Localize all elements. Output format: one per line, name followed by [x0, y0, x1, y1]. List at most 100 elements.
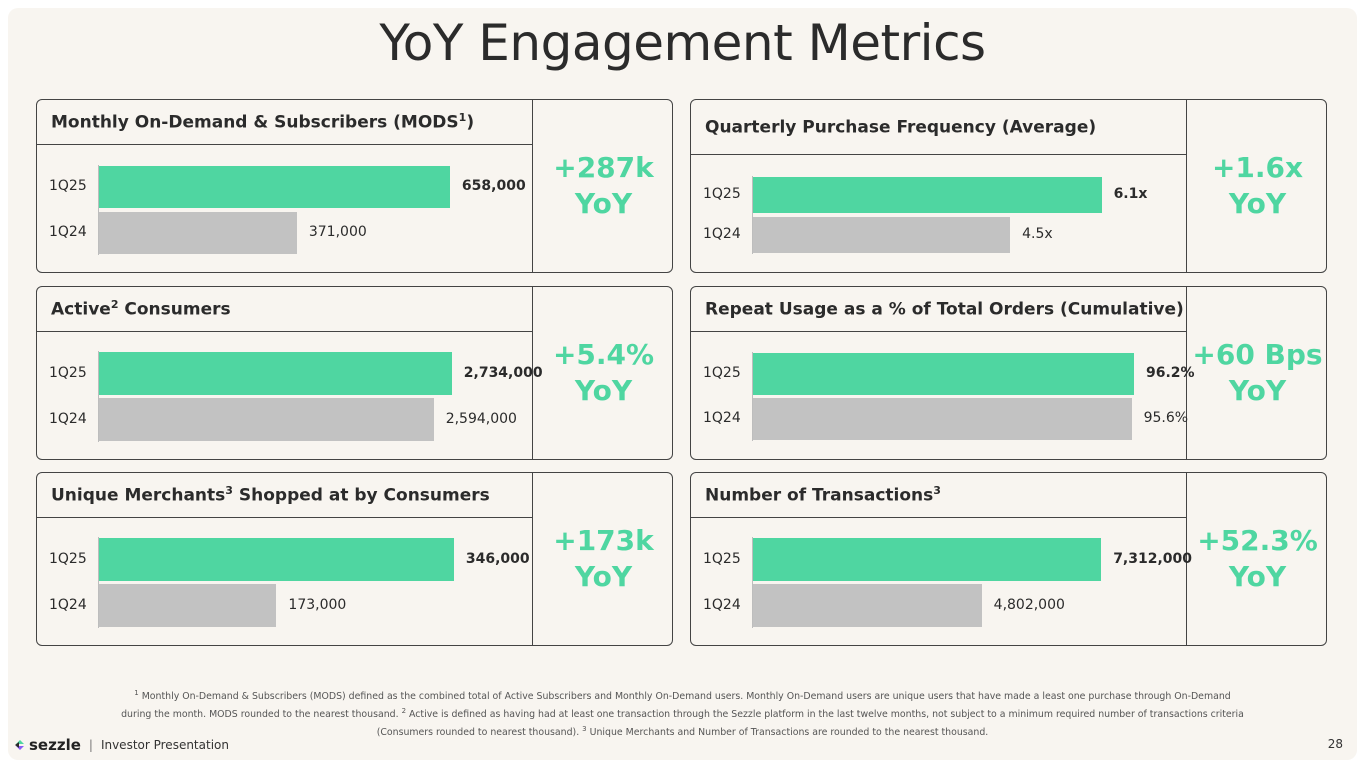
- column-divider: [1186, 287, 1187, 459]
- yoy-value: +1.6x: [1211, 151, 1304, 184]
- yoy-value: +60 Bps: [1192, 338, 1323, 371]
- bar-current: [753, 177, 1102, 213]
- bar-current: [753, 353, 1134, 395]
- metric-card: Unique Merchants3 Shopped at by Consumer…: [36, 472, 673, 646]
- bar-previous: [753, 584, 982, 627]
- data-label: 346,000: [465, 550, 530, 567]
- metric-card: Quarterly Purchase Frequency (Average) 1Q…: [690, 99, 1327, 273]
- chart-title-suffix: Shopped at by Consumers: [232, 485, 490, 506]
- bar-previous: [99, 584, 277, 627]
- data-label: 2,594,000: [445, 410, 517, 427]
- chart-title: Monthly On-Demand & Subscribers (MODS1): [51, 111, 474, 133]
- bar-previous: [99, 398, 434, 441]
- category-label: 1Q24: [49, 596, 87, 613]
- category-label: 1Q24: [49, 410, 87, 427]
- data-label: 4,802,000: [993, 596, 1065, 613]
- yoy-change: +173k YoY: [533, 523, 672, 595]
- bar-current: [99, 352, 452, 395]
- yoy-value: +287k: [553, 151, 654, 184]
- data-label: 371,000: [308, 224, 367, 240]
- chart-title-text: Repeat Usage as a % of Total Orders (Cum…: [705, 299, 1184, 320]
- chart-title-text: Monthly On-Demand & Subscribers (MODS: [51, 112, 459, 133]
- metric-card: Repeat Usage as a % of Total Orders (Cum…: [690, 286, 1327, 460]
- sezzle-logo-icon: [15, 740, 24, 750]
- data-label: 95.6%: [1143, 410, 1189, 426]
- data-label: 7,312,000: [1113, 550, 1193, 567]
- category-label: 1Q25: [49, 364, 87, 381]
- data-label: 96.2%: [1145, 365, 1195, 381]
- yoy-caption: YoY: [574, 187, 633, 220]
- header-divider: [37, 517, 532, 518]
- column-divider: [532, 100, 533, 272]
- header-divider: [691, 331, 1186, 332]
- yoy-caption: YoY: [1228, 560, 1287, 593]
- category-label: 1Q24: [703, 410, 741, 426]
- footnote-sup-2: 2: [401, 707, 407, 716]
- footnote-sup-3: 3: [582, 725, 587, 734]
- bar-previous: [753, 398, 1132, 440]
- chart-title-suffix: ): [466, 112, 475, 133]
- yoy-caption: YoY: [574, 374, 633, 407]
- category-label: 1Q24: [49, 224, 87, 240]
- column-divider: [1186, 100, 1187, 272]
- chart-title-suffix: Consumers: [118, 299, 231, 320]
- category-label: 1Q25: [49, 550, 87, 567]
- yoy-change: +52.3% YoY: [1187, 523, 1326, 595]
- chart-title-footnote-marker: 3: [225, 484, 233, 497]
- bar-current: [753, 538, 1102, 581]
- bar-axis: [98, 351, 99, 442]
- category-label: 1Q25: [49, 178, 87, 194]
- chart-title-footnote-marker: 3: [933, 484, 941, 497]
- brand-footer: sezzle | Investor Presentation: [14, 736, 229, 754]
- chart-title-text: Quarterly Purchase Frequency (Average): [705, 117, 1097, 138]
- bar-current: [99, 166, 450, 208]
- category-label: 1Q25: [703, 550, 741, 567]
- yoy-change: +287k YoY: [533, 150, 672, 222]
- header-divider: [37, 331, 532, 332]
- chart-title: Unique Merchants3 Shopped at by Consumer…: [51, 484, 490, 506]
- footnote-text-2: Active is defined as having had at least…: [376, 709, 1244, 739]
- bar-axis: [752, 537, 753, 628]
- data-label: 6.1x: [1113, 186, 1148, 202]
- footnote-text-1: Monthly On-Demand & Subscribers (MODS) d…: [121, 691, 1231, 721]
- bar-axis: [98, 165, 99, 255]
- bar-previous: [99, 212, 297, 254]
- metric-card: Number of Transactions3 1Q25 7,312,000 1Q24…: [690, 472, 1327, 646]
- chart-title-text: Unique Merchants: [51, 485, 226, 506]
- chart-title-text: Active: [51, 299, 111, 320]
- chart-title: Active2 Consumers: [51, 298, 231, 320]
- yoy-value: +173k: [553, 524, 654, 557]
- footnote-text-3: Unique Merchants and Number of Transacti…: [586, 727, 989, 739]
- data-label: 4.5x: [1022, 226, 1053, 242]
- header-divider: [37, 144, 532, 145]
- yoy-caption: YoY: [1228, 187, 1287, 220]
- header-divider: [691, 517, 1186, 518]
- chart-title: Number of Transactions3: [705, 484, 941, 506]
- yoy-caption: YoY: [574, 560, 633, 593]
- chart-title-footnote-marker: 2: [110, 298, 119, 311]
- category-label: 1Q24: [703, 596, 741, 613]
- bar-axis: [752, 352, 753, 441]
- header-divider: [691, 154, 1186, 155]
- column-divider: [532, 473, 533, 645]
- bar-axis: [98, 537, 99, 628]
- brand-separator: |: [88, 738, 93, 752]
- bar-axis: [752, 176, 753, 254]
- yoy-caption: YoY: [1228, 374, 1287, 407]
- yoy-value: +52.3%: [1197, 524, 1318, 557]
- column-divider: [532, 287, 533, 459]
- chart-title: Repeat Usage as a % of Total Orders (Cum…: [705, 298, 1184, 320]
- chart-title-text: Number of Transactions: [705, 485, 934, 506]
- page-title: YoY Engagement Metrics: [379, 14, 986, 72]
- footnote: 1 Monthly On-Demand & Subscribers (MODS)…: [120, 686, 1245, 740]
- bar-current: [99, 538, 454, 581]
- yoy-value: +5.4%: [552, 338, 655, 371]
- category-label: 1Q25: [703, 365, 741, 381]
- category-label: 1Q24: [703, 226, 741, 242]
- chart-title: Quarterly Purchase Frequency (Average): [705, 116, 1096, 138]
- footnote-sup-1: 1: [134, 689, 139, 697]
- bar-previous: [753, 217, 1011, 253]
- yoy-change: +5.4% YoY: [533, 337, 672, 409]
- yoy-change: +60 Bps YoY: [1187, 337, 1326, 409]
- category-label: 1Q25: [703, 186, 741, 202]
